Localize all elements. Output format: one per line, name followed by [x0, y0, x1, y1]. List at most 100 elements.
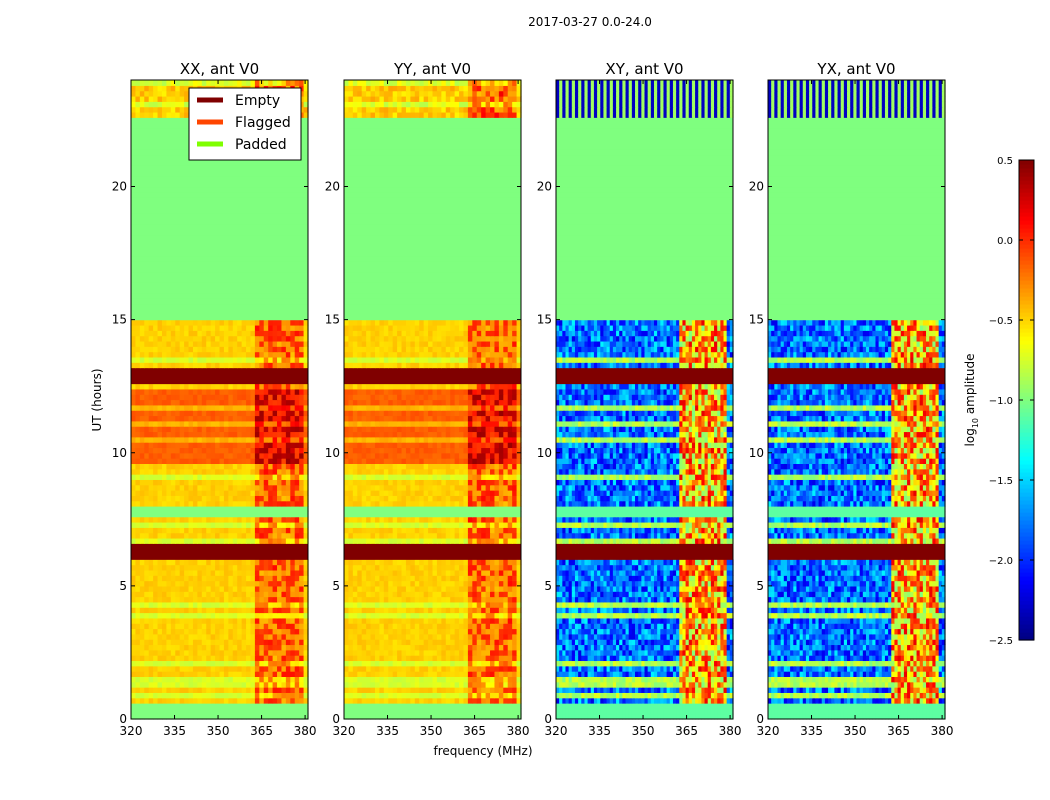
x-tick-label: 365 [887, 724, 910, 738]
panel-1: XX, ant V0 320 335 350 365 380 0 5 10 15 20 [112, 60, 317, 738]
panel-2: YY, ant V0 320 335 350 365 380 0 5 10 15 20 [325, 60, 530, 738]
axes-frame [767, 79, 946, 720]
figure-suptitle: 2017-03-27 0.0-24.0 [528, 15, 652, 29]
colorbar-step [1019, 356, 1034, 361]
colorbar-step [1019, 388, 1034, 393]
colorbar-step [1019, 168, 1034, 173]
colorbar-step [1019, 500, 1034, 505]
colorbar-step [1019, 268, 1034, 273]
colorbar-step [1019, 392, 1034, 397]
colorbar-step [1019, 596, 1034, 601]
colorbar-step [1019, 296, 1034, 301]
colorbar-step [1019, 492, 1034, 497]
y-tick-label: 5 [756, 579, 764, 593]
panel-title: YX, ant V0 [816, 60, 895, 78]
colorbar-step [1019, 360, 1034, 365]
y-tick-label: 20 [537, 180, 552, 194]
colorbar-step [1019, 412, 1034, 417]
colorbar-step [1019, 580, 1034, 585]
colorbar-step [1019, 456, 1034, 461]
colorbar-step [1019, 160, 1034, 165]
axes-frame [343, 79, 522, 720]
colorbar-step [1019, 440, 1034, 445]
colorbar-step [1019, 236, 1034, 241]
x-tick-label: 380 [931, 724, 954, 738]
colorbar-step [1019, 528, 1034, 533]
x-tick-label: 335 [163, 724, 186, 738]
colorbar-step [1019, 628, 1034, 633]
colorbar-step [1019, 564, 1034, 569]
heatmap-cells [768, 80, 946, 720]
y-tick-label: 20 [112, 180, 127, 194]
colorbar-step [1019, 400, 1034, 405]
x-tick-label: 365 [250, 724, 273, 738]
colorbar-step [1019, 380, 1034, 385]
legend-label: Empty [235, 93, 280, 109]
y-axis-label: UT (hours) [90, 368, 104, 431]
colorbar-step [1019, 208, 1034, 213]
colorbar-step [1019, 340, 1034, 345]
colorbar-step [1019, 404, 1034, 409]
colorbar-step [1019, 284, 1034, 289]
y-tick-label: 5 [544, 579, 552, 593]
colorbar-step [1019, 508, 1034, 513]
colorbar-step [1019, 612, 1034, 617]
colorbar-label: log10 amplitude [963, 354, 980, 447]
colorbar-step [1019, 332, 1034, 337]
colorbar-step [1019, 588, 1034, 593]
x-tick-label: 320 [757, 724, 780, 738]
colorbar-step [1019, 276, 1034, 281]
colorbar-step [1019, 620, 1034, 625]
colorbar-step [1019, 172, 1034, 177]
colorbar-step [1019, 556, 1034, 561]
colorbar-step [1019, 532, 1034, 537]
x-tick-label: 350 [632, 724, 655, 738]
heatmap-cells [131, 80, 309, 720]
colorbar-step [1019, 548, 1034, 553]
colorbar-step [1019, 336, 1034, 341]
colorbar-step [1019, 200, 1034, 205]
colorbar-step [1019, 376, 1034, 381]
colorbar-step [1019, 328, 1034, 333]
colorbar-step [1019, 520, 1034, 525]
colorbar-step [1019, 216, 1034, 221]
colorbar-step [1019, 544, 1034, 549]
y-tick-label: 0 [332, 712, 340, 726]
colorbar-step [1019, 304, 1034, 309]
colorbar-tick-label: −0.5 [989, 316, 1013, 327]
y-tick-label: 15 [112, 313, 127, 327]
colorbar-step [1019, 292, 1034, 297]
x-tick-label: 320 [545, 724, 568, 738]
colorbar-step [1019, 300, 1034, 305]
colorbar-step [1019, 600, 1034, 605]
colorbar-step [1019, 624, 1034, 629]
colorbar-step [1019, 436, 1034, 441]
colorbar-step [1019, 444, 1034, 449]
x-tick-label: 380 [294, 724, 317, 738]
colorbar-step [1019, 184, 1034, 189]
y-tick-label: 20 [325, 180, 340, 194]
colorbar-step [1019, 496, 1034, 501]
colorbar-step [1019, 616, 1034, 621]
colorbar-step [1019, 592, 1034, 597]
x-tick-label: 335 [800, 724, 823, 738]
colorbar-step [1019, 368, 1034, 373]
y-tick-label: 5 [119, 579, 127, 593]
colorbar-step [1019, 220, 1034, 225]
colorbar-step [1019, 264, 1034, 269]
colorbar-step [1019, 308, 1034, 313]
colorbar-step [1019, 348, 1034, 353]
colorbar-step [1019, 428, 1034, 433]
x-tick-label: 350 [207, 724, 230, 738]
heatmap-cells [344, 80, 522, 720]
x-axis-label: frequency (MHz) [433, 744, 532, 758]
x-tick-label: 335 [376, 724, 399, 738]
colorbar-step [1019, 188, 1034, 193]
heatmap-cells [556, 80, 734, 720]
y-tick-label: 0 [544, 712, 552, 726]
colorbar-step [1019, 448, 1034, 453]
colorbar-step [1019, 608, 1034, 613]
colorbar-step [1019, 416, 1034, 421]
